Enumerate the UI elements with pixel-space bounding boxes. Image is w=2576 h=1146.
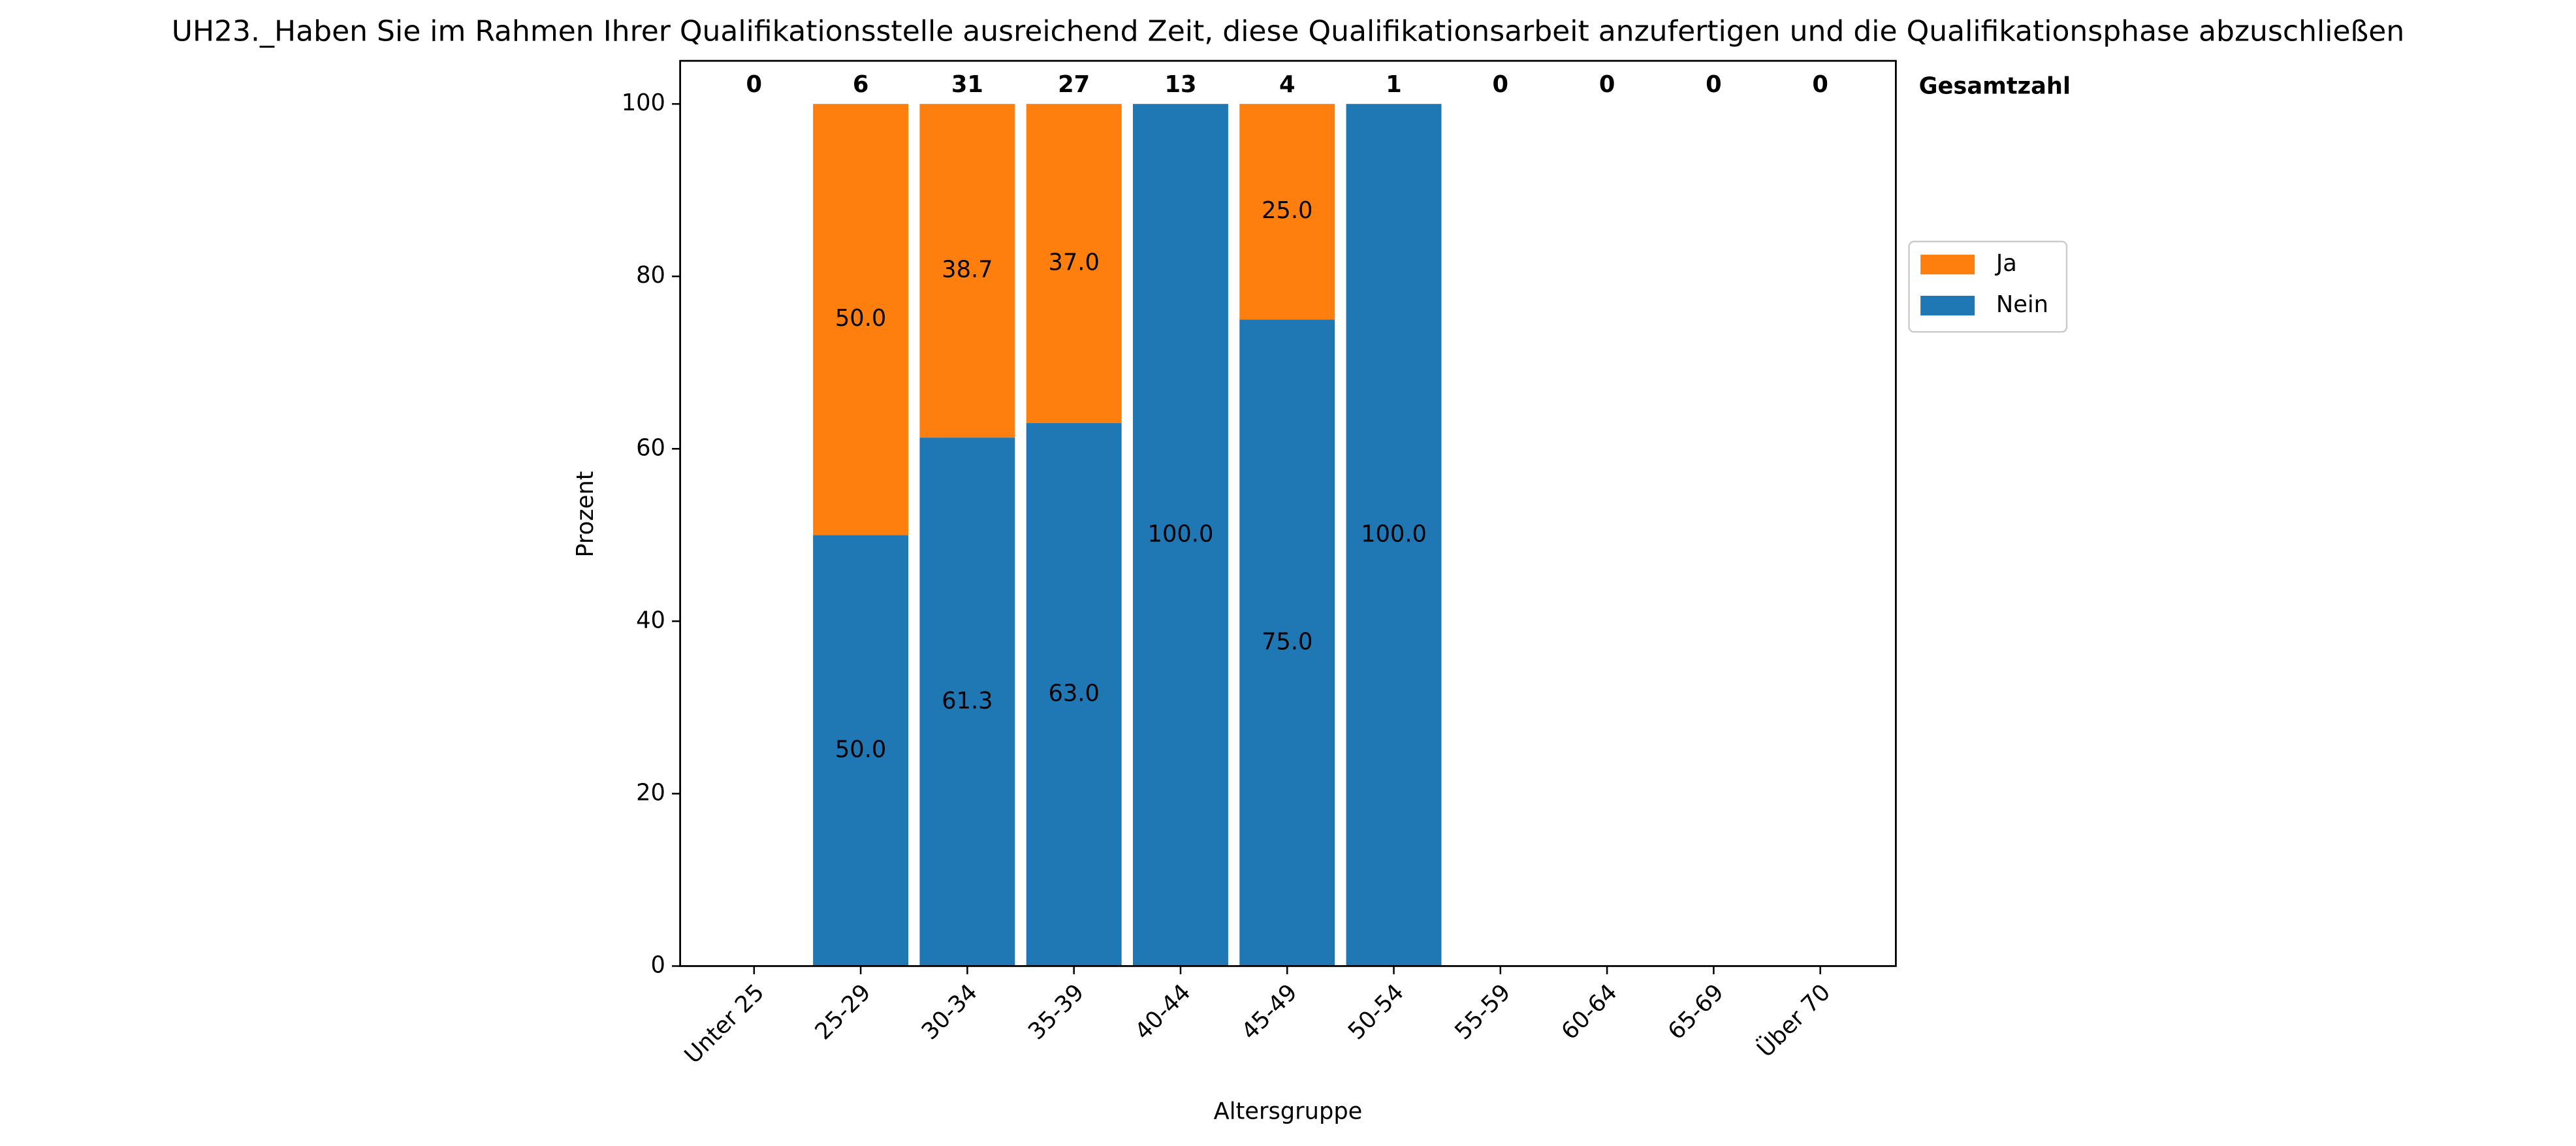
legend-label: Nein (1996, 291, 2048, 318)
total-label: 0 (746, 71, 763, 98)
bar-segment (813, 535, 909, 966)
bar-segment (813, 104, 909, 535)
legend-swatch (1920, 255, 1975, 275)
total-label: 1 (1386, 71, 1402, 98)
bar-segment (1346, 104, 1442, 966)
total-label: 27 (1058, 71, 1090, 98)
y-axis-label: Prozent (572, 471, 599, 557)
bar-segment (919, 104, 1015, 438)
bar-segment (1132, 104, 1228, 966)
total-label: 0 (1706, 71, 1722, 98)
total-label: 4 (1279, 71, 1296, 98)
total-label: 13 (1164, 71, 1196, 98)
data-label: 50.0 (835, 736, 886, 763)
y-tick-label: 80 (636, 262, 665, 289)
legend-swatch (1920, 295, 1975, 316)
total-label: 0 (1812, 71, 1828, 98)
y-tick-label: 60 (636, 434, 665, 461)
y-tick-label: 100 (622, 89, 665, 116)
data-label: 100.0 (1148, 520, 1214, 547)
data-label: 37.0 (1048, 249, 1099, 276)
total-label: 31 (951, 71, 983, 98)
y-tick-label: 20 (636, 779, 665, 806)
bar-segment (919, 438, 1015, 966)
data-label: 50.0 (835, 305, 886, 332)
y-tick-label: 0 (651, 951, 665, 978)
bar-segment (1239, 319, 1335, 966)
total-label: 6 (853, 71, 869, 98)
data-label: 100.0 (1361, 520, 1427, 547)
data-label: 63.0 (1048, 680, 1099, 707)
total-label: 0 (1493, 71, 1509, 98)
data-label: 25.0 (1262, 197, 1312, 224)
y-tick-label: 40 (636, 607, 665, 633)
chart-title: UH23._Haben Sie im Rahmen Ihrer Qualifik… (172, 14, 2405, 48)
data-label: 61.3 (942, 688, 993, 714)
x-axis-label: Altersgruppe (1214, 1098, 1363, 1124)
bar-segment (1239, 104, 1335, 320)
bar-segment (1026, 422, 1122, 966)
totals-label: Gesamtzahl (1919, 72, 2071, 99)
data-label: 38.7 (942, 257, 993, 283)
total-label: 0 (1599, 71, 1615, 98)
legend-label: Ja (1995, 250, 2017, 277)
bar-segment (1026, 104, 1122, 423)
data-label: 75.0 (1262, 628, 1312, 655)
